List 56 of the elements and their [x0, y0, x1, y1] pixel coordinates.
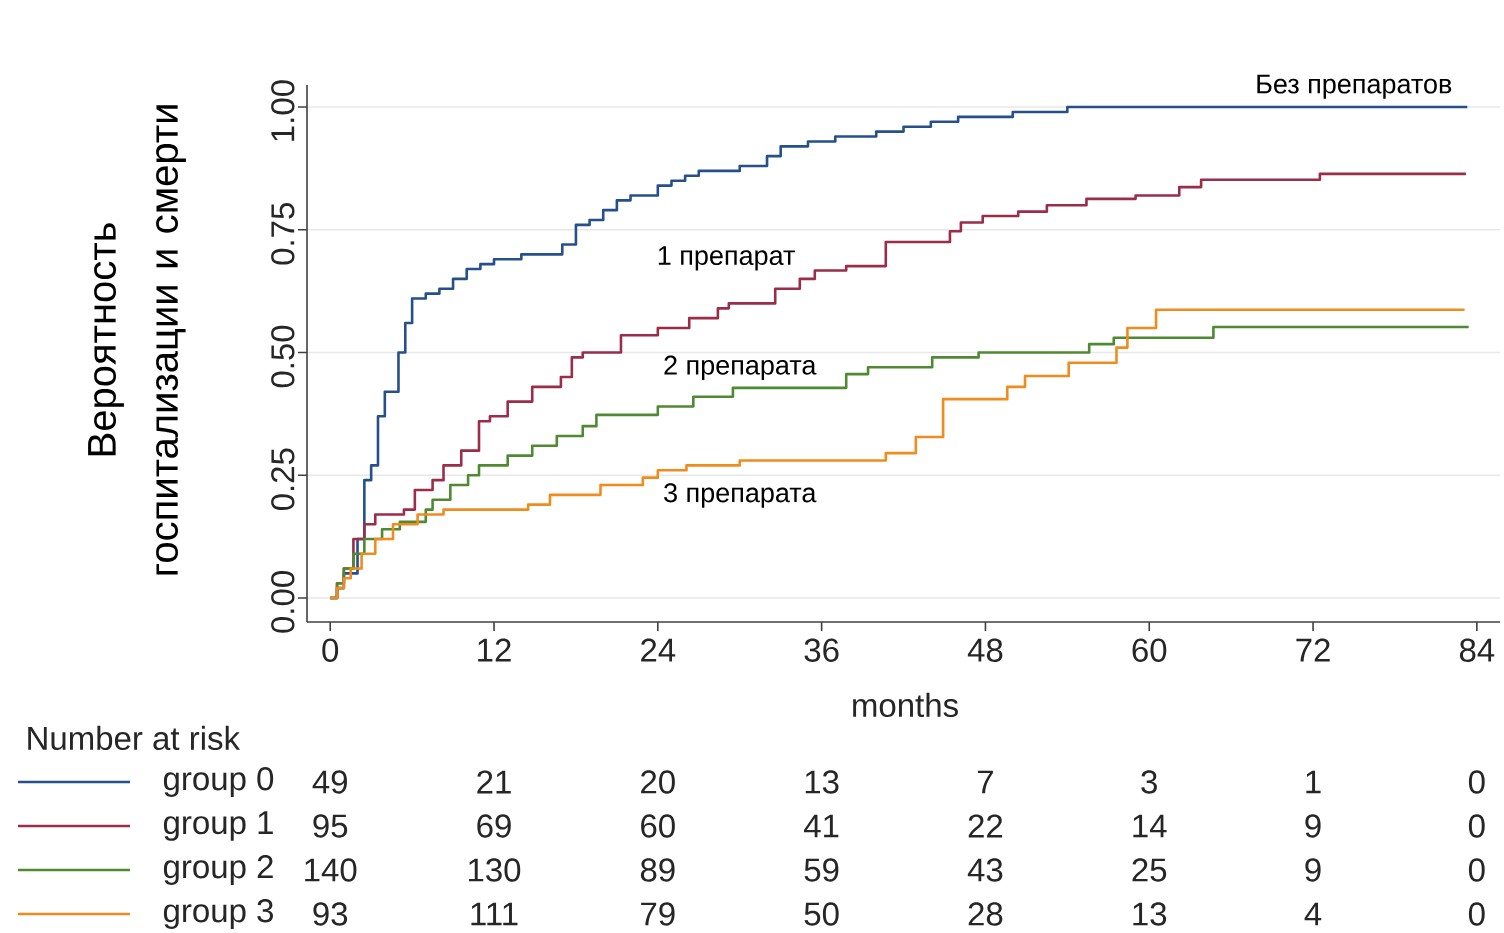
text: 13	[1133, 902, 1167, 926]
text: 3	[1141, 770, 1157, 794]
text: 7	[977, 770, 993, 794]
text: 14	[1133, 814, 1167, 838]
text: 69	[477, 814, 511, 838]
annotation: 1 препарат	[658, 246, 795, 271]
text: 93	[313, 902, 348, 926]
annotation: Без препаратов	[1257, 74, 1452, 99]
x-tick-label: 36	[804, 638, 839, 662]
text: 22	[968, 814, 1003, 838]
x-tick-label: 0	[322, 638, 339, 662]
text: 79	[641, 902, 675, 926]
text: 41	[804, 814, 839, 838]
text: 111	[471, 902, 518, 926]
text: 59	[804, 858, 839, 882]
y-tick-label: 0.25	[271, 448, 295, 511]
text: 0	[1468, 770, 1485, 794]
text: 1	[1306, 770, 1321, 794]
text: 25	[1132, 858, 1167, 882]
text: 49	[312, 770, 347, 794]
text: 89	[640, 858, 675, 882]
annotation: 3 препарата	[664, 483, 817, 508]
text: 60	[641, 814, 675, 838]
text: 140	[305, 858, 357, 882]
text: 13	[805, 770, 839, 794]
legend-label: group 1	[163, 811, 273, 841]
text: 0	[1468, 858, 1485, 882]
text: 21	[477, 770, 511, 794]
text: 0	[1468, 814, 1485, 838]
text: Number at risk	[28, 725, 241, 751]
x-tick-label: 24	[641, 638, 676, 662]
x-axis-title: months	[853, 692, 958, 718]
text: 9	[1305, 858, 1321, 882]
y-axis-title: Вероятность госпитализации и смерти	[88, 105, 186, 575]
x-tick-label: 12	[478, 638, 511, 662]
text: 0	[1468, 902, 1485, 926]
annotation: 2 препарата	[664, 355, 817, 381]
x-tick-label: 48	[967, 638, 1003, 662]
text: 28	[968, 902, 1003, 926]
legend-label: group 2	[163, 855, 273, 885]
text: 9	[1305, 814, 1321, 838]
x-tick-label: 84	[1459, 638, 1495, 662]
text: 4	[1304, 902, 1322, 926]
text: 95	[313, 814, 348, 838]
y-tick-label: 1.00	[271, 80, 295, 141]
legend-label: group 3	[163, 899, 273, 929]
legend-label: group 0	[163, 767, 274, 797]
y-tick-label: 0.75	[271, 203, 295, 265]
text: 50	[804, 902, 839, 926]
x-tick-label: 72	[1296, 638, 1330, 662]
text: 43	[967, 858, 1003, 882]
x-tick-label: 60	[1132, 638, 1167, 662]
text: 20	[641, 770, 675, 794]
text: 130	[468, 858, 521, 882]
y-tick-label: 0.00	[271, 571, 295, 633]
y-tick-label: 0.50	[271, 325, 295, 388]
